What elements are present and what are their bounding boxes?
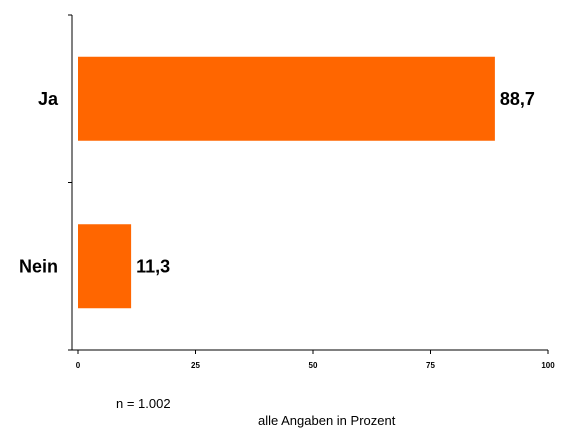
unit-note: alle Angaben in Prozent <box>258 413 396 428</box>
value-label-nein: 11,3 <box>136 256 170 276</box>
bars-group <box>78 56 495 309</box>
value-label-ja: 88,7 <box>500 89 535 109</box>
x-tick-label-0: 0 <box>76 361 81 370</box>
labels-group: Ja 88,7 Nein 11,3 <box>19 89 535 277</box>
x-tick-label-25: 25 <box>191 361 200 370</box>
category-label-ja: Ja <box>38 89 59 109</box>
axes-group: 0 25 50 75 100 <box>68 14 555 370</box>
x-tick-label-75: 75 <box>426 361 435 370</box>
x-tick-label-100: 100 <box>541 361 555 370</box>
category-label-nein: Nein <box>19 256 58 276</box>
bar-ja <box>78 56 495 141</box>
bar-nein <box>78 224 132 309</box>
x-tick-label-50: 50 <box>309 361 318 370</box>
sample-size-note: n = 1.002 <box>116 396 171 411</box>
